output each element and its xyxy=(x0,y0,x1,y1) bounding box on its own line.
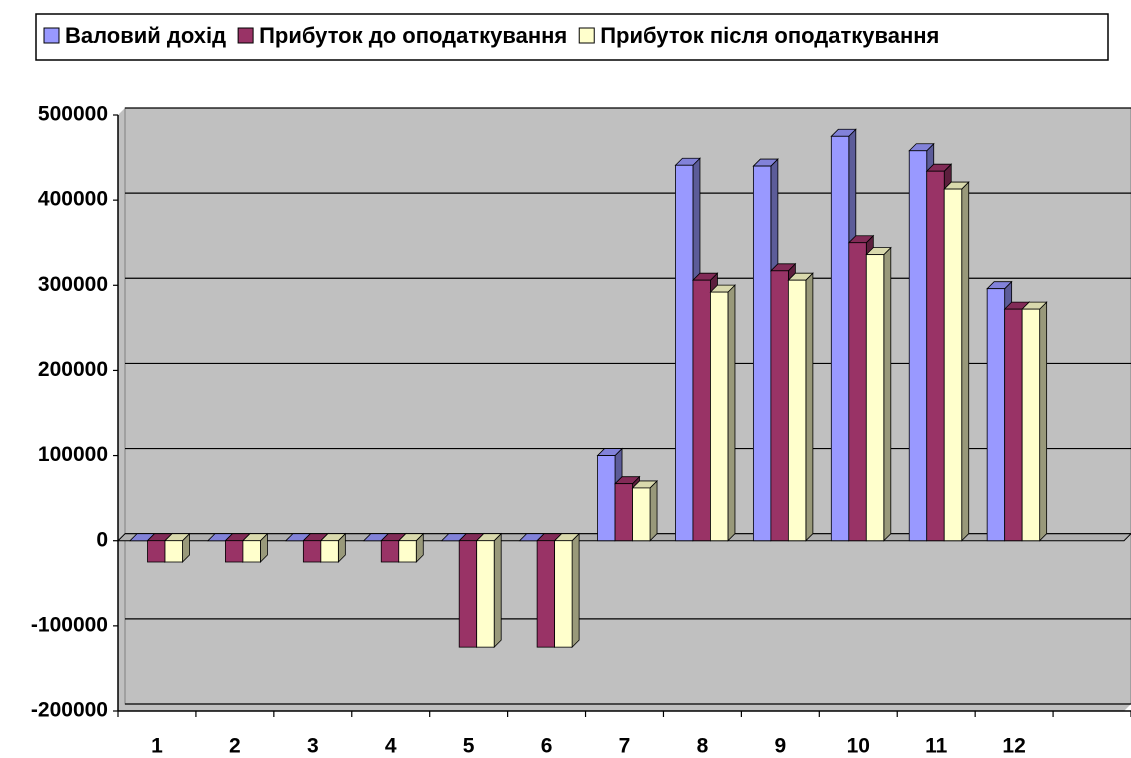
legend-box xyxy=(35,13,1109,61)
bar-side xyxy=(1039,301,1048,542)
legend-label: Прибуток після оподаткування xyxy=(600,23,939,48)
legend-swatch xyxy=(237,27,254,44)
bar-side xyxy=(883,246,892,542)
bar xyxy=(302,540,322,563)
bar xyxy=(476,540,495,648)
bar xyxy=(554,540,573,648)
bar xyxy=(926,170,945,542)
bar xyxy=(536,540,556,648)
x-tick-label: 3 xyxy=(307,735,319,758)
legend-label: Валовий дохід xyxy=(65,23,226,48)
legend-swatch xyxy=(578,27,595,44)
y-tick-label: 100000 xyxy=(38,443,108,466)
bar-side xyxy=(493,532,502,649)
bar xyxy=(398,540,417,563)
bar xyxy=(675,164,694,542)
bar xyxy=(164,540,183,563)
bar-side xyxy=(961,181,970,542)
bar xyxy=(830,135,850,542)
y-tick-label: 200000 xyxy=(38,358,108,381)
y-tick-label: 300000 xyxy=(38,273,108,296)
bar xyxy=(908,150,928,542)
bar xyxy=(770,270,789,542)
bar xyxy=(380,540,400,563)
bar xyxy=(986,288,1006,542)
y-tick-label: -100000 xyxy=(31,613,108,636)
legend-label: Прибуток до оподаткування xyxy=(259,23,567,48)
bar xyxy=(710,291,729,542)
bar xyxy=(225,540,244,563)
x-tick-label: 12 xyxy=(1002,735,1025,758)
bar-side xyxy=(571,532,580,649)
bar xyxy=(787,279,807,542)
bar xyxy=(320,540,339,563)
bar xyxy=(458,540,478,648)
bar xyxy=(242,540,261,563)
y-tick-label: 0 xyxy=(96,528,108,551)
back-wall xyxy=(124,107,1131,705)
x-tick-label: 5 xyxy=(463,735,475,758)
bar xyxy=(614,483,633,542)
y-tick-label: 400000 xyxy=(38,188,108,211)
x-tick-label: 2 xyxy=(229,735,241,758)
legend-swatch xyxy=(43,27,60,44)
bar xyxy=(865,254,885,542)
x-tick-label: 10 xyxy=(847,735,870,758)
bar xyxy=(147,540,166,563)
bar xyxy=(597,455,616,542)
y-tick-label: 500000 xyxy=(38,103,108,126)
bar xyxy=(692,279,711,542)
bar-side xyxy=(649,479,658,542)
y-tick-label: -200000 xyxy=(31,699,108,722)
x-tick-label: 8 xyxy=(697,735,709,758)
x-tick-label: 7 xyxy=(619,735,631,758)
x-tick-label: 11 xyxy=(925,735,948,758)
bar xyxy=(848,242,867,542)
x-tick-label: 1 xyxy=(151,735,163,758)
bar xyxy=(632,487,651,542)
bar xyxy=(943,188,963,542)
bar-side xyxy=(805,272,814,542)
bar-side xyxy=(727,284,736,542)
bar xyxy=(1004,308,1023,542)
x-tick-label: 6 xyxy=(541,735,553,758)
bar xyxy=(752,165,772,542)
x-tick-label: 4 xyxy=(385,735,397,758)
x-tick-label: 9 xyxy=(775,735,787,758)
bar xyxy=(1021,308,1041,542)
